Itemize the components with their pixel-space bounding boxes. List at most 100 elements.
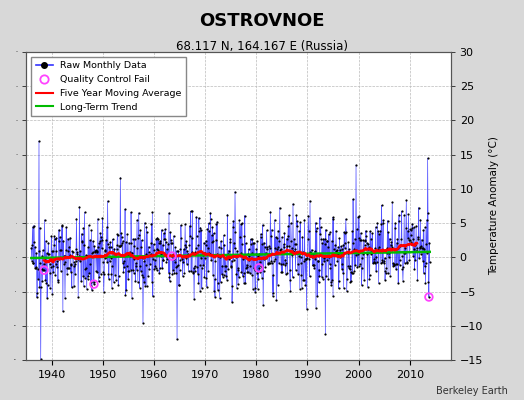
- Point: [384, 218, 392, 224]
- Point: [84, 273, 93, 279]
- Point: [359, 237, 367, 243]
- Point: [248, 249, 256, 256]
- Point: [174, 248, 182, 254]
- Point: [59, 238, 68, 244]
- Point: [333, 258, 342, 264]
- Point: [417, 251, 425, 257]
- Point: [117, 230, 125, 236]
- Point: [386, 242, 395, 248]
- Point: [35, 138, 43, 144]
- Point: [313, 258, 322, 264]
- Point: [282, 243, 291, 250]
- Point: [67, 269, 75, 275]
- Point: [280, 230, 289, 236]
- Point: [318, 240, 326, 247]
- Point: [388, 262, 397, 269]
- Point: [373, 220, 381, 226]
- Point: [354, 263, 363, 269]
- Point: [63, 271, 71, 277]
- Point: [208, 239, 216, 245]
- Point: [208, 232, 216, 238]
- Point: [248, 236, 257, 242]
- Text: OSTROVNOE: OSTROVNOE: [199, 12, 325, 30]
- Point: [172, 248, 181, 254]
- Point: [170, 256, 178, 262]
- Point: [136, 263, 144, 270]
- Point: [174, 262, 182, 269]
- Point: [196, 224, 205, 231]
- Point: [290, 241, 299, 247]
- Point: [136, 227, 145, 234]
- Point: [277, 268, 286, 275]
- Point: [167, 240, 176, 246]
- Point: [261, 264, 269, 270]
- Point: [338, 266, 346, 272]
- Point: [106, 239, 114, 245]
- Point: [324, 231, 333, 238]
- Point: [421, 224, 429, 230]
- Point: [411, 241, 419, 248]
- Point: [29, 260, 38, 266]
- Point: [321, 331, 330, 337]
- Point: [372, 224, 380, 230]
- Point: [347, 278, 356, 284]
- Point: [70, 263, 79, 269]
- Point: [347, 270, 356, 276]
- Point: [366, 228, 374, 234]
- Point: [181, 221, 189, 227]
- Point: [28, 258, 36, 264]
- Point: [225, 256, 234, 263]
- Point: [348, 269, 357, 276]
- Point: [373, 258, 381, 265]
- Point: [314, 258, 322, 264]
- Point: [388, 199, 397, 205]
- Point: [368, 230, 376, 237]
- Point: [82, 286, 91, 292]
- Point: [299, 277, 308, 284]
- Point: [410, 224, 418, 230]
- Point: [57, 247, 66, 253]
- Point: [27, 245, 36, 251]
- Point: [194, 242, 202, 248]
- Point: [289, 200, 297, 207]
- Point: [292, 212, 301, 218]
- Point: [129, 236, 137, 242]
- Point: [263, 244, 271, 251]
- Point: [71, 271, 80, 277]
- Point: [132, 260, 140, 266]
- Point: [78, 238, 86, 244]
- Point: [395, 262, 403, 268]
- Point: [97, 245, 106, 252]
- Point: [236, 252, 244, 258]
- Point: [420, 246, 429, 252]
- Point: [375, 244, 383, 250]
- Point: [86, 279, 95, 286]
- Point: [229, 218, 237, 224]
- Point: [41, 238, 50, 244]
- Point: [64, 265, 73, 272]
- Point: [331, 261, 339, 268]
- Point: [329, 214, 337, 220]
- Point: [71, 261, 79, 268]
- Point: [238, 273, 247, 279]
- Point: [34, 276, 42, 282]
- Point: [348, 228, 356, 235]
- Point: [425, 294, 433, 300]
- Point: [116, 174, 125, 181]
- Point: [378, 258, 387, 265]
- Point: [160, 236, 169, 242]
- Point: [37, 356, 45, 362]
- Point: [55, 256, 63, 262]
- Point: [422, 216, 431, 223]
- Point: [385, 254, 393, 260]
- Point: [113, 231, 122, 238]
- Point: [37, 284, 45, 290]
- Point: [352, 162, 360, 168]
- Point: [156, 238, 164, 244]
- Point: [126, 252, 134, 259]
- Point: [260, 239, 268, 246]
- Point: [264, 260, 272, 266]
- Point: [292, 241, 300, 248]
- Point: [326, 265, 335, 271]
- Point: [168, 253, 176, 259]
